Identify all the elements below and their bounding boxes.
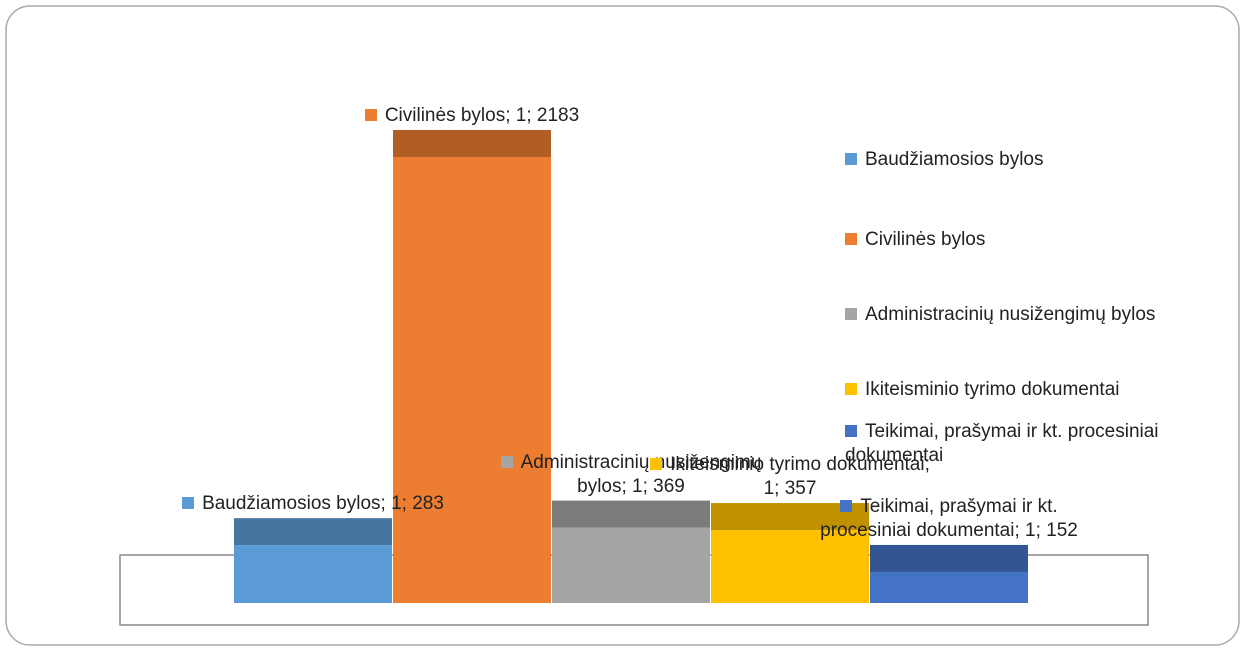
bar xyxy=(393,157,551,603)
label-swatch xyxy=(500,455,513,468)
legend-text: Ikiteisminio tyrimo dokumentai xyxy=(865,379,1120,400)
legend-item: Civilinės bylos xyxy=(845,228,1235,252)
legend-text: Teikimai, prašymai ir kt. procesiniai do… xyxy=(845,421,1159,466)
bar-top-shade xyxy=(393,130,551,157)
legend-item: Administracinių nusižengimų bylos xyxy=(845,303,1235,327)
data-label: Administracinių nusižengimų bylos; 1; 36… xyxy=(481,451,781,499)
data-label: Baudžiamosios bylos; 1; 283 xyxy=(163,492,463,516)
bar xyxy=(711,530,869,603)
data-label: Civilinės bylos; 1; 2183 xyxy=(322,104,622,128)
bar-top xyxy=(234,518,392,546)
bar-top xyxy=(552,500,710,528)
bar-top xyxy=(393,130,551,157)
label-text: Administracinių nusižengimų bylos; 1; 36… xyxy=(520,451,762,497)
legend-item: Ikiteisminio tyrimo dokumentai xyxy=(845,378,1235,402)
legend-item: Baudžiamosios bylos xyxy=(845,148,1235,172)
data-label: Ikiteisminio tyrimo dokumentai; 1; 357 xyxy=(640,453,940,501)
label-swatch xyxy=(182,497,195,510)
label-swatch xyxy=(364,109,377,121)
legend-swatch xyxy=(845,308,857,320)
legend-item: Teikimai, prašymai ir kt. procesiniai do… xyxy=(845,420,1235,468)
legend-swatch xyxy=(845,153,857,165)
label-text: Ikiteisminio tyrimo dokumentai; 1; 357 xyxy=(670,454,930,500)
bar-top-shade xyxy=(870,544,1028,572)
label-text: Teikimai, prašymai ir kt. procesiniai do… xyxy=(820,495,1078,541)
bar-top xyxy=(870,544,1028,572)
label-swatch xyxy=(840,499,853,512)
data-label: Teikimai, prašymai ir kt. procesiniai do… xyxy=(799,495,1099,543)
label-text: Civilinės bylos; 1; 2183 xyxy=(384,105,580,126)
legend-text: Civilinės bylos xyxy=(865,229,986,250)
bar-top-shade xyxy=(552,500,710,528)
legend-swatch xyxy=(845,383,857,395)
legend-swatch xyxy=(845,233,857,245)
bar xyxy=(234,545,392,603)
bar xyxy=(552,527,710,603)
legend-swatch xyxy=(845,425,857,437)
label-swatch xyxy=(650,458,663,471)
bar-top-shade xyxy=(234,518,392,546)
legend-text: Administracinių nusižengimų bylos xyxy=(865,304,1156,325)
frame xyxy=(5,5,1240,646)
bar xyxy=(870,571,1028,603)
label-text: Baudžiamosios bylos; 1; 283 xyxy=(202,493,444,515)
legend-text: Baudžiamosios bylos xyxy=(865,149,1044,170)
